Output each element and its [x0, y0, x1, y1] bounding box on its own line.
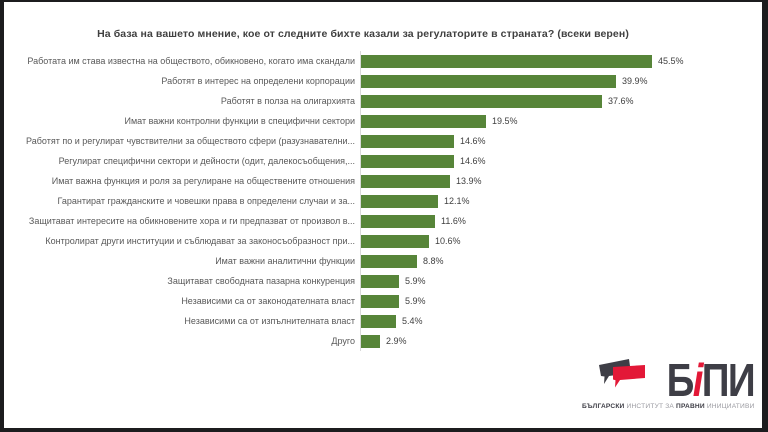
- tagline-segment: БЪЛГАРСКИ: [582, 403, 627, 410]
- chart-row: Работят по и регулират чувствителни за о…: [26, 131, 758, 151]
- chart-row: Регулират специфични сектори и дейности …: [26, 151, 758, 171]
- value-label: 8.8%: [423, 256, 444, 266]
- bar-cell: 5.9%: [360, 291, 758, 311]
- value-label: 39.9%: [622, 76, 648, 86]
- category-label: Работата им става известна на обществото…: [27, 56, 355, 66]
- bipi-logo: БiПИ БЪЛГАРСКИ ИНСТИТУТ ЗА ПРАВНИ ИНИЦИА…: [582, 356, 756, 410]
- tagline-segment: ПРАВНИ: [676, 403, 707, 410]
- bar: [361, 74, 616, 88]
- chart-row: Контролират други институции и съблюдава…: [26, 231, 758, 251]
- value-label: 14.6%: [460, 136, 486, 146]
- bar: [361, 334, 380, 348]
- chart-row: Имат важни контролни функции в специфичн…: [26, 111, 758, 131]
- chart-row: Независими са от изпълнителната власт 5.4…: [26, 311, 758, 331]
- category-label: Работят в интерес на определени корпорац…: [161, 76, 355, 86]
- chart-row: Гарантират гражданските и човешки права …: [26, 191, 758, 211]
- bar: [361, 234, 429, 248]
- logo-letters-pi: ПИ: [701, 354, 756, 407]
- chart-row: Друго 2.9%: [26, 331, 758, 351]
- value-label: 11.6%: [441, 216, 466, 226]
- category-label: Защитават интересите на обикновените хор…: [28, 216, 355, 226]
- category-label: Имат важни контролни функции в специфичн…: [124, 116, 355, 126]
- category-label: Независими са от изпълнителната власт: [184, 316, 355, 326]
- bar: [361, 134, 454, 148]
- chart-row: Работят в интерес на определени корпорац…: [26, 71, 758, 91]
- chart-row: Независими са от законодателната власт 5.…: [26, 291, 758, 311]
- value-label: 37.6%: [608, 96, 634, 106]
- bar-cell: 14.6%: [360, 131, 758, 151]
- logo-wordmark: БiПИ: [667, 357, 756, 403]
- bar: [361, 54, 652, 68]
- bar-cell: 5.4%: [360, 311, 758, 331]
- logo-letter-b: Б: [666, 354, 695, 407]
- bar-cell: 12.1%: [360, 191, 758, 211]
- bar-cell: 2.9%: [360, 331, 758, 351]
- speech-bubbles-icon: [598, 356, 646, 395]
- category-label: Контролират други институции и съблюдава…: [45, 236, 355, 246]
- bar: [361, 254, 417, 268]
- bar: [361, 154, 454, 168]
- bar: [361, 214, 435, 228]
- category-label: Регулират специфични сектори и дейности …: [58, 156, 355, 166]
- tagline-segment: ИНИЦИАТИВИ: [706, 403, 755, 410]
- category-label: Друго: [331, 336, 355, 346]
- logo-letter-i: i: [692, 354, 704, 407]
- chart-rows: Работата им става известна на обществото…: [26, 51, 758, 351]
- bar-cell: 45.5%: [360, 51, 758, 71]
- bar-cell: 8.8%: [360, 251, 758, 271]
- logo-tagline: БЪЛГАРСКИ ИНСТИТУТ ЗА ПРАВНИ ИНИЦИАТИВИ: [582, 403, 754, 410]
- bar-cell: 5.9%: [360, 271, 758, 291]
- category-label: Работят по и регулират чувствителни за о…: [26, 136, 355, 146]
- bar-cell: 14.6%: [360, 151, 758, 171]
- chart-row: Работят в полза на олигархията 37.6%: [26, 91, 758, 111]
- value-label: 2.9%: [386, 336, 407, 346]
- bar-cell: 11.6%: [360, 211, 758, 231]
- value-label: 19.5%: [492, 116, 518, 126]
- value-label: 5.4%: [402, 316, 423, 326]
- chart-row: Имат важни аналитични функции 8.8%: [26, 251, 758, 271]
- value-label: 12.1%: [444, 196, 470, 206]
- category-label: Защитават свободната пазарна конкуренция: [167, 276, 355, 286]
- slide: На база на вашето мнение, кое от следнит…: [4, 2, 762, 428]
- bar-cell: 37.6%: [360, 91, 758, 111]
- category-label: Гарантират гражданските и човешки права …: [57, 196, 355, 206]
- chart-row: Работата им става известна на обществото…: [26, 51, 758, 71]
- value-label: 14.6%: [460, 156, 486, 166]
- value-label: 45.5%: [658, 56, 684, 66]
- category-label: Имат важна функция и роля за регулиране …: [51, 176, 355, 186]
- chart-title: На база на вашето мнение, кое от следнит…: [97, 28, 629, 40]
- category-label: Имат важни аналитични функции: [215, 256, 355, 266]
- bar-cell: 19.5%: [360, 111, 758, 131]
- chart-row: Защитават свободната пазарна конкуренция…: [26, 271, 758, 291]
- category-label: Независими са от законодателната власт: [181, 296, 355, 306]
- bar: [361, 114, 486, 128]
- bar-cell: 10.6%: [360, 231, 758, 251]
- bar: [361, 294, 399, 308]
- bar-cell: 39.9%: [360, 71, 758, 91]
- bar: [361, 174, 450, 188]
- category-label: Работят в полза на олигархията: [220, 96, 355, 106]
- bar: [361, 274, 399, 288]
- bar: [361, 194, 438, 208]
- bar: [361, 94, 602, 108]
- value-label: 5.9%: [405, 296, 426, 306]
- value-label: 13.9%: [456, 176, 482, 186]
- value-label: 5.9%: [405, 276, 426, 286]
- bar-cell: 13.9%: [360, 171, 758, 191]
- logo-top: БiПИ: [582, 356, 756, 403]
- chart-row: Защитават интересите на обикновените хор…: [26, 211, 758, 231]
- bar: [361, 314, 396, 328]
- chart-row: Имат важна функция и роля за регулиране …: [26, 171, 758, 191]
- value-label: 10.6%: [435, 236, 461, 246]
- tagline-segment: ИНСТИТУТ ЗА: [626, 403, 677, 410]
